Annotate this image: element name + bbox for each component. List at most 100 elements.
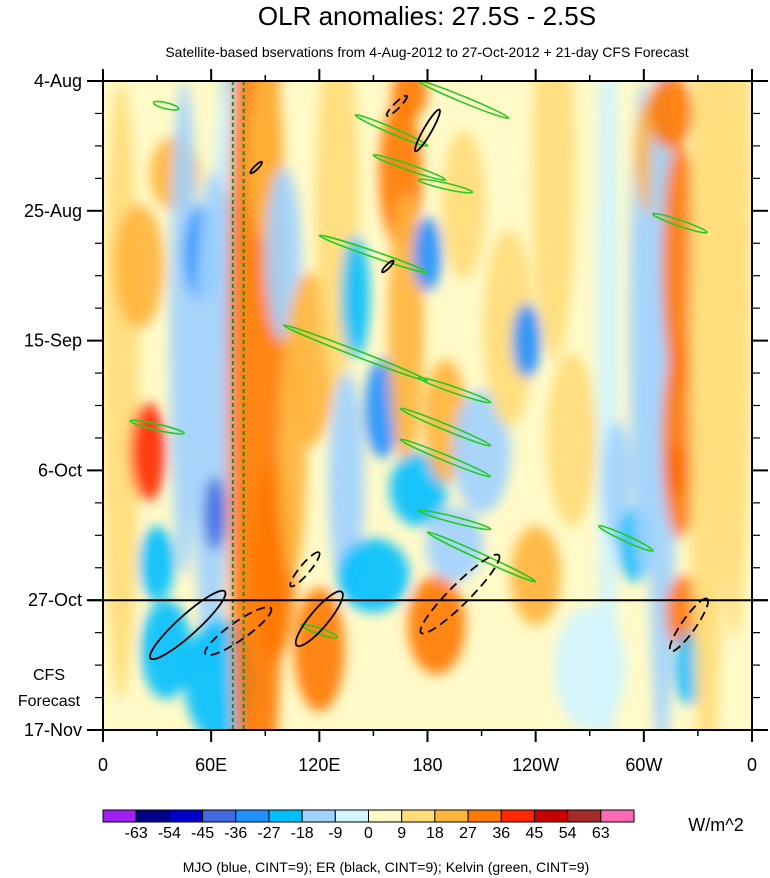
colorbar-label: 45	[526, 825, 544, 842]
y-tick-label: 27-Oct	[28, 590, 82, 610]
anomaly-patch	[512, 303, 542, 378]
kelvin-contour	[417, 509, 492, 531]
anomaly-patch	[688, 81, 725, 730]
forecast-label-line2: Forecast	[18, 693, 81, 710]
anomaly-patch	[139, 526, 176, 601]
er-contour-positive	[381, 259, 395, 274]
er-contour-negative	[385, 94, 408, 117]
colorbar-swatch	[102, 809, 137, 823]
colorbar-label: -63	[125, 825, 148, 842]
anomaly-patch	[661, 340, 698, 539]
anomaly-patch	[337, 538, 410, 613]
x-tick-label: 120W	[512, 755, 559, 775]
colorbar-label: -27	[257, 825, 280, 842]
anomaly-patch	[596, 81, 619, 730]
kelvin-contour	[152, 100, 180, 111]
y-tick-label: 6-Oct	[38, 460, 82, 480]
colorbar-label: 63	[592, 825, 610, 842]
er-contour-positive	[149, 589, 227, 661]
anomaly-patch	[169, 81, 199, 576]
colorbar-label: -9	[328, 825, 342, 842]
anomaly-patch	[425, 507, 484, 582]
colorbar-label: 18	[426, 825, 444, 842]
anomaly-patch	[532, 81, 576, 360]
anomaly-patch	[140, 600, 192, 700]
er-contour-negative	[668, 597, 710, 653]
colorbar-label: 36	[492, 825, 510, 842]
kelvin-contour	[652, 212, 708, 234]
anomaly-patch	[265, 167, 302, 341]
kelvin-contour	[354, 113, 429, 147]
colorbar-label: -54	[158, 825, 181, 842]
anomaly-patch	[103, 81, 140, 700]
y-tick-label: 15-Sep	[24, 331, 82, 351]
anomaly-patch	[602, 420, 632, 545]
kelvin-contour	[372, 154, 447, 182]
anomaly-patch	[715, 81, 752, 638]
plot-area	[103, 81, 752, 730]
anomaly-patch	[452, 390, 511, 514]
y-tick-label: 4-Aug	[34, 71, 82, 91]
colorbar-label: -36	[224, 825, 247, 842]
er-contour-positive	[294, 590, 344, 648]
colorbar-swatch	[268, 809, 303, 823]
colorbar-swatch	[401, 809, 436, 823]
colorbar-label: 27	[459, 825, 477, 842]
x-tick-label: 180	[412, 755, 442, 775]
kelvin-contour	[417, 81, 510, 120]
x-tick-label: 0	[98, 755, 108, 775]
chart-title: OLR anomalies: 27.5S - 2.5S	[258, 1, 596, 31]
anomaly-patch	[661, 142, 698, 391]
kelvin-contour	[129, 419, 185, 435]
kelvin-contour	[318, 234, 429, 274]
colorbar-swatch	[500, 809, 535, 823]
er-contour-positive	[414, 108, 441, 153]
x-tick-label: 60W	[625, 755, 662, 775]
anomaly-patch	[391, 81, 428, 119]
kelvin-contour	[282, 324, 429, 382]
anomaly-patch	[441, 130, 486, 279]
colorbar-swatch	[467, 809, 502, 823]
colorbar-swatch	[235, 809, 270, 823]
colorbar-swatch	[334, 809, 369, 823]
colorbar-swatch	[301, 809, 336, 823]
anomaly-patch	[203, 476, 226, 551]
anomaly-patch	[340, 235, 370, 360]
y-axis: 4-Aug 25-Aug 15-Sep 6-Oct 27-Oct 17-Nov	[24, 71, 768, 740]
colorbar-swatch	[434, 809, 469, 823]
anomaly-patch	[113, 204, 165, 329]
anomaly-patch	[413, 216, 442, 292]
colorbar-swatch	[567, 809, 602, 823]
y-tick-label: 25-Aug	[24, 201, 82, 221]
kelvin-contour	[399, 438, 492, 478]
x-tick-label: 0	[747, 755, 757, 775]
colorbar-label: -45	[191, 825, 214, 842]
forecast-label-line1: CFS	[33, 667, 65, 684]
colorbar: -63 -54 -45 -36 -27 -18 -9 0 9 18 27 36 45 54 63	[102, 809, 635, 842]
kelvin-contour	[417, 376, 492, 404]
anomaly-patch	[130, 402, 167, 502]
colorbar-swatch	[202, 809, 237, 823]
anomaly-patch	[649, 81, 693, 149]
x-tick-label: 120E	[298, 755, 340, 775]
kelvin-contour	[417, 178, 474, 194]
colorbar-swatch	[600, 809, 635, 823]
x-axis: 0 60E 120E 180 120W 60W 0	[98, 69, 757, 775]
colorbar-label: -18	[291, 825, 314, 842]
colorbar-swatch	[533, 809, 569, 823]
colorbar-label: 9	[397, 825, 406, 842]
anomaly-patch	[483, 229, 534, 428]
colorbar-label: 0	[364, 825, 373, 842]
colorbar-swatch	[168, 809, 204, 823]
colorbar-swatch	[368, 809, 403, 823]
colorbar-unit: W/m^2	[688, 815, 743, 835]
anomaly-patch	[546, 352, 597, 527]
kelvin-contour	[399, 407, 492, 447]
colorbar-label: 54	[559, 825, 577, 842]
x-tick-label: 60E	[195, 755, 227, 775]
contour-legend: MJO (blue, CINT=9); ER (black, CINT=9); …	[183, 859, 590, 875]
kelvin-contour	[426, 531, 537, 583]
colorbar-swatch	[135, 809, 170, 823]
chart-subtitle: Satellite-based bservations from 4-Aug-2…	[165, 44, 688, 60]
y-tick-label: 17-Nov	[24, 720, 82, 740]
